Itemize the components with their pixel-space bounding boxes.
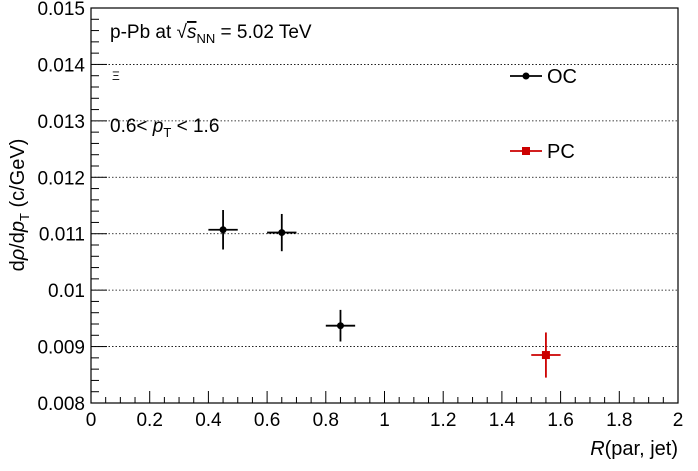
x-tick-label: 0 bbox=[86, 410, 97, 431]
y-tick-label: 0.015 bbox=[37, 0, 85, 20]
x-tick-label: 0.6 bbox=[254, 410, 280, 431]
marker-circle bbox=[336, 322, 344, 330]
legend-marker bbox=[522, 147, 530, 155]
x-tick-label: 1.4 bbox=[489, 410, 516, 431]
y-tick-label: 0.014 bbox=[37, 55, 85, 76]
legend-marker bbox=[522, 72, 530, 80]
x-tick-label: 1.2 bbox=[430, 410, 456, 431]
particle-label: Ξ bbox=[112, 69, 120, 83]
x-tick-label: 0.8 bbox=[313, 410, 339, 431]
marker-circle bbox=[278, 229, 286, 237]
legend-item-pc: PC bbox=[510, 141, 575, 163]
plot-frame bbox=[90, 7, 679, 404]
y-axis-title: dρ/dpT (c/GeV) bbox=[7, 139, 32, 272]
legend: OC PC bbox=[510, 66, 577, 163]
y-tick-label: 0.01 bbox=[48, 281, 85, 302]
y-tick-label: 0.009 bbox=[37, 338, 85, 359]
x-tick-label: 2 bbox=[673, 410, 684, 431]
data-point-oc bbox=[208, 210, 238, 250]
data-point-pc bbox=[531, 332, 561, 378]
x-tick-label: 0.4 bbox=[195, 410, 222, 431]
legend-label: PC bbox=[547, 141, 575, 163]
x-tick-labels: 0 0.2 0.4 0.6 0.8 1 1.2 1.4 1.6 1.8 2 bbox=[86, 410, 684, 431]
y-tick-label: 0.013 bbox=[37, 112, 85, 133]
pt-range-label: 0.6< pT < 1.6 bbox=[110, 116, 219, 140]
grid-lines bbox=[91, 64, 678, 347]
y-tick-labels: 0.008 0.009 0.01 0.011 0.012 0.013 0.014 0.015 bbox=[37, 0, 85, 415]
x-axis-title: R(par, jet) bbox=[590, 438, 678, 460]
data-points bbox=[208, 210, 561, 378]
x-tick-label: 1 bbox=[379, 410, 390, 431]
legend-label: OC bbox=[547, 66, 577, 88]
axis-ticks bbox=[90, 7, 679, 404]
marker-circle bbox=[219, 226, 227, 234]
x-tick-label: 1.8 bbox=[606, 410, 632, 431]
data-point-oc bbox=[267, 213, 297, 252]
x-tick-label: 1.6 bbox=[547, 410, 573, 431]
data-point-oc bbox=[325, 309, 356, 342]
marker-square bbox=[541, 351, 550, 360]
y-tick-label: 0.008 bbox=[37, 394, 85, 415]
legend-item-oc: OC bbox=[510, 66, 577, 88]
y-tick-label: 0.012 bbox=[37, 168, 85, 189]
collision-system-label: p-Pb at √sNN = 5.02 TeV bbox=[110, 22, 312, 46]
x-tick-label: 0.2 bbox=[136, 410, 162, 431]
y-tick-label: 0.011 bbox=[39, 225, 85, 246]
